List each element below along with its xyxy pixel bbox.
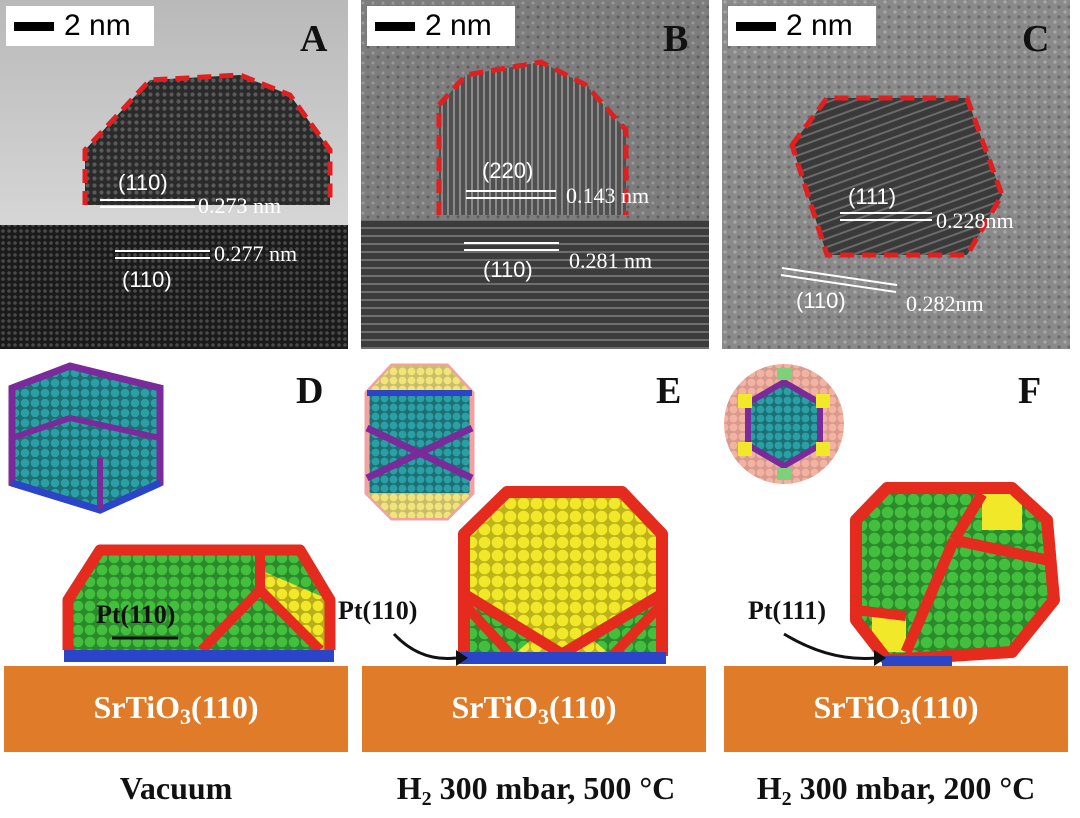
lattice-label-bottom-b: (110) <box>483 257 533 282</box>
panel-letter-d: D <box>296 370 324 412</box>
lattice-spacing-top-c: 0.228nm <box>936 208 1014 233</box>
cluster-model-inset-d <box>8 362 164 514</box>
lattice-spacing-bottom-c: 0.282nm <box>906 291 984 316</box>
lattice-spacing-bottom-a: 0.277 nm <box>214 241 298 266</box>
cluster-model-inset-e <box>364 363 475 521</box>
scale-bar-line <box>736 21 776 31</box>
tem-image-a <box>0 0 348 349</box>
lattice-spacing-top-b: 0.143 nm <box>566 183 650 208</box>
scale-bar-label: 2 nm <box>425 9 492 42</box>
condition-label-d: Vacuum <box>119 770 233 806</box>
cluster-model-f <box>850 482 1060 666</box>
facet-label-d: Pt(110) <box>96 600 176 629</box>
scale-bar-c: 2 nm <box>728 6 876 46</box>
lattice-label-bottom-a: (110) <box>122 267 172 292</box>
lattice-label-top-a: (110) <box>118 170 168 195</box>
tem-image-b <box>361 0 709 349</box>
cluster-model-e <box>458 486 668 664</box>
substrate-label-d: SrTiO3(110) <box>93 688 259 729</box>
arrow-icon-f <box>783 632 886 666</box>
panel-letter-b: B <box>663 18 689 60</box>
panel-letter-e: E <box>656 370 682 412</box>
condition-label-f: H2 300 mbar, 200 °C <box>756 770 1036 810</box>
substrate-block-e: SrTiO3(110) <box>362 666 706 752</box>
facet-label-f: Pt(111) <box>748 596 826 625</box>
substrate-label-f: SrTiO3(110) <box>813 688 979 729</box>
substrate-block-d: SrTiO3(110) <box>4 666 348 752</box>
lattice-label-bottom-c: (110) <box>796 288 846 313</box>
scale-bar-label: 2 nm <box>64 9 131 42</box>
cluster-model-inset-f <box>724 364 844 484</box>
tem-panel-a: 2 nm A (110) 0.273 nm (110) 0.277 nm <box>0 0 348 349</box>
substrate-block-f: SrTiO3(110) <box>724 666 1068 752</box>
scale-bar-line <box>375 21 415 31</box>
substrate-label-e: SrTiO3(110) <box>451 688 617 729</box>
tem-panel-b: 2 nm B (220) 0.143 nm (110) 0.281 nm <box>361 0 709 349</box>
facet-label-e: Pt(110) <box>338 596 418 625</box>
tem-image-c <box>722 0 1070 349</box>
scale-bar-b: 2 nm <box>367 6 515 46</box>
lattice-spacing-bottom-b: 0.281 nm <box>569 248 653 273</box>
arrow-icon-e <box>392 632 468 666</box>
lattice-label-top-b: (220) <box>482 158 534 183</box>
lattice-spacing-top-a: 0.273 nm <box>198 193 282 218</box>
panel-letter-f: F <box>1018 370 1042 412</box>
cluster-model-d <box>62 544 336 662</box>
scale-bar-line <box>14 21 54 31</box>
scale-bar-label: 2 nm <box>786 9 853 42</box>
lattice-label-top-c: (111) <box>848 184 897 209</box>
panel-letter-a: A <box>300 18 328 60</box>
scale-bar-a: 2 nm <box>6 6 154 46</box>
panel-letter-c: C <box>1022 18 1050 60</box>
tem-panel-c: 2 nm C (111) 0.228nm (110) 0.282nm <box>722 0 1070 349</box>
condition-label-e: H2 300 mbar, 500 °C <box>396 770 676 810</box>
